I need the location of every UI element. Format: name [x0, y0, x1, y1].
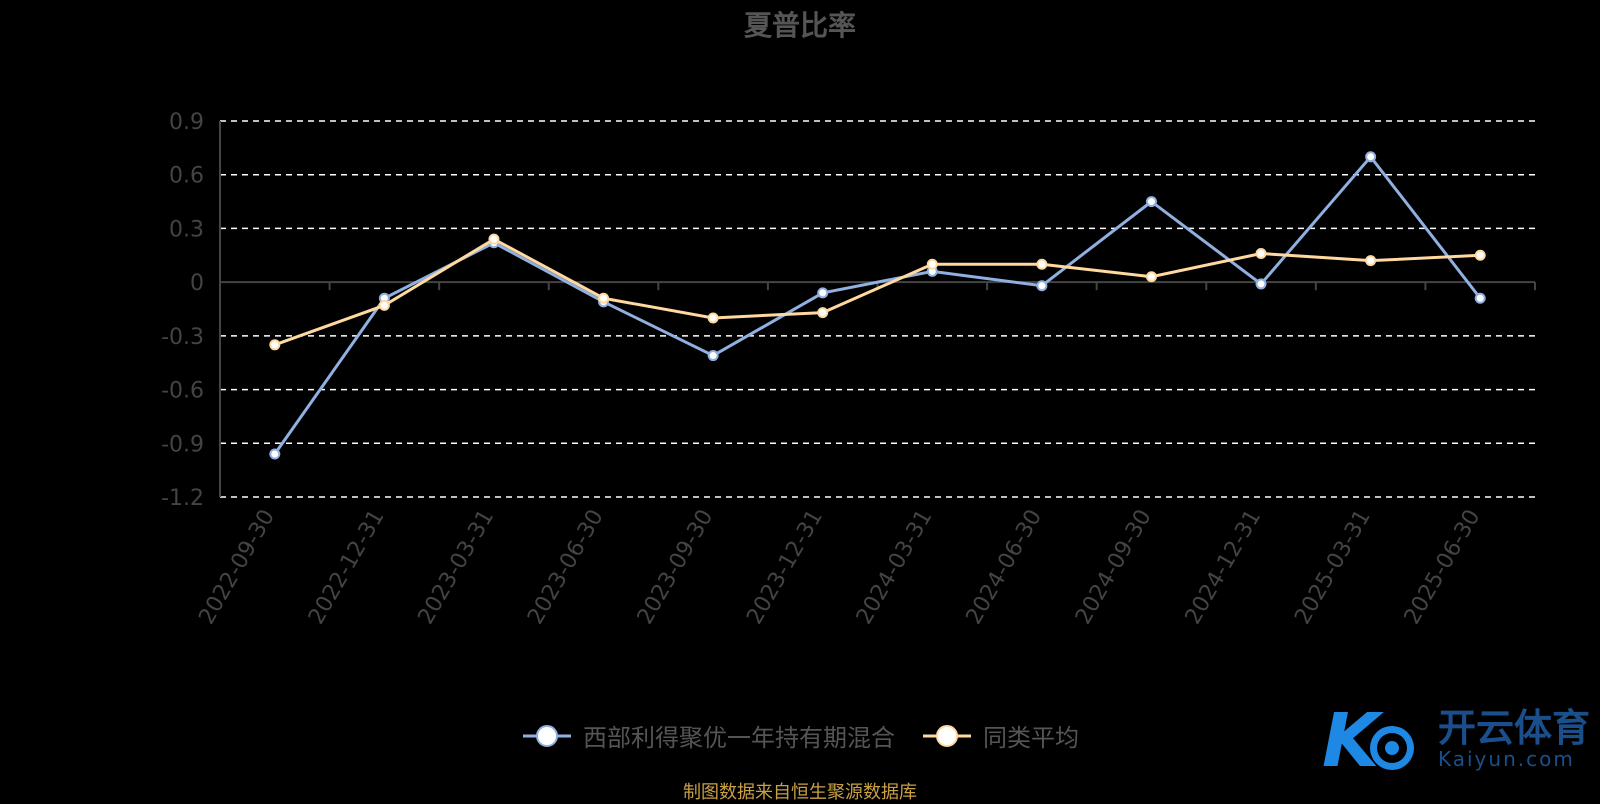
data-point-series1: [1036, 280, 1048, 292]
data-point-series1: [1255, 278, 1267, 290]
legend-label-series2: 同类平均: [983, 724, 1079, 752]
data-point-series2: [488, 233, 500, 245]
data-point-series2: [378, 299, 390, 311]
x-tick-label: 2024-12-31: [1181, 506, 1267, 629]
data-point-series2: [707, 312, 719, 324]
legend: 西部利得聚优一年持有期混合 同类平均: [0, 718, 1600, 753]
data-point-series2: [269, 339, 281, 351]
watermark-cn: 开云体育: [1437, 706, 1590, 750]
y-tick-label: 0.9: [169, 110, 204, 135]
watermark-logo: K 开云体育 Kaiyun.com: [1318, 700, 1590, 780]
data-point-series1: [269, 448, 281, 460]
x-tick-label: 2025-06-30: [1400, 506, 1486, 629]
x-tick-label: 2023-09-30: [633, 506, 719, 629]
legend-item-series1[interactable]: 西部利得聚优一年持有期混合: [521, 718, 895, 753]
data-point-series2: [1145, 271, 1157, 283]
y-tick-label: -0.3: [161, 325, 204, 350]
kaiyun-logo-icon: K: [1322, 700, 1414, 780]
series-line-2: [274, 237, 1481, 347]
x-tick-label: 2023-03-31: [414, 506, 500, 629]
data-point-series1: [707, 350, 719, 362]
data-point-series1: [1474, 292, 1486, 304]
data-point-series2: [1255, 247, 1267, 259]
data-point-series1: [1145, 196, 1157, 208]
data-point-series2: [598, 292, 610, 304]
legend-label-series1: 西部利得聚优一年持有期混合: [583, 724, 895, 752]
x-tick-label: 2024-09-30: [1071, 506, 1157, 629]
y-tick-label: 0: [190, 271, 204, 296]
data-point-series2: [1474, 249, 1486, 261]
data-point-series2: [817, 307, 829, 319]
source-note: 制图数据来自恒生聚源数据库: [683, 782, 917, 803]
x-tick-label: 2024-03-31: [852, 506, 938, 629]
watermark-en: Kaiyun.com: [1437, 747, 1575, 771]
data-point-series2: [926, 258, 938, 270]
y-tick-label: -0.9: [161, 432, 204, 457]
y-tick-label: -0.6: [161, 379, 204, 404]
data-point-series2: [1365, 255, 1377, 267]
chart-title: 夏普比率: [743, 9, 856, 42]
x-tick-label: 2025-03-31: [1290, 506, 1376, 629]
x-tick-label: 2024-06-30: [961, 506, 1047, 629]
data-point-series2: [1036, 258, 1048, 270]
x-tick-label: 2023-06-30: [523, 506, 609, 629]
data-point-series1: [817, 287, 829, 299]
legend-item-series2[interactable]: 同类平均: [921, 718, 1079, 753]
data-point-series1: [1365, 151, 1377, 163]
series-line-1: [273, 154, 1482, 455]
x-tick-label: 2022-09-30: [194, 506, 280, 629]
y-tick-label: 0.6: [169, 164, 204, 189]
y-tick-label: 0.3: [169, 217, 204, 242]
legend-marker-series1: [523, 724, 571, 747]
y-tick-label: -1.2: [161, 486, 204, 511]
x-tick-label: 2022-12-31: [304, 506, 390, 629]
legend-marker-series2: [923, 724, 971, 747]
x-tick-label: 2023-12-31: [742, 506, 828, 629]
